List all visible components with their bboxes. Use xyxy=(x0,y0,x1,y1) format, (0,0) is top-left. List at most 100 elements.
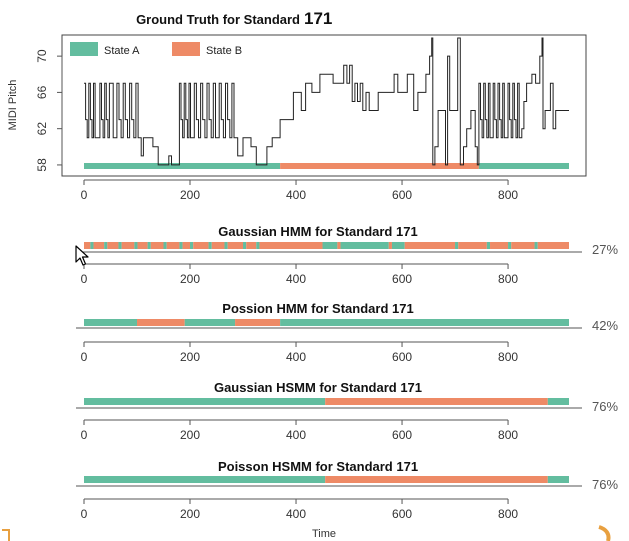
chart-title: Poisson HSMM for Standard 171 xyxy=(218,459,418,474)
corner-mark-left xyxy=(2,529,10,541)
x-tick-label: 400 xyxy=(286,350,306,364)
state-segment-b xyxy=(166,242,180,249)
state-segment-b xyxy=(107,242,119,249)
x-tick-label: 600 xyxy=(392,350,412,364)
x-tick-label: 0 xyxy=(81,188,88,202)
state-segment-b xyxy=(150,242,164,249)
legend: State A State B xyxy=(70,42,242,57)
state-segment-b xyxy=(235,319,281,326)
chart-title-number: 171 xyxy=(304,9,332,28)
state-segment-b xyxy=(511,242,535,249)
state-segment-a xyxy=(455,242,459,249)
x-tick-label: 800 xyxy=(498,428,518,442)
state-segment-b xyxy=(137,242,148,249)
x-tick-label: 600 xyxy=(392,507,412,521)
state-segment-b xyxy=(325,398,548,405)
x-tick-label: 400 xyxy=(286,428,306,442)
chart-title: Gaussian HSMM for Standard 171 xyxy=(214,380,422,395)
ground-truth-chart: Ground Truth for Standard 171 MIDI Pitch… xyxy=(7,9,587,202)
state-segment-a xyxy=(84,163,281,169)
y-tick-label: 58 xyxy=(35,158,49,172)
gaussian-hsmm-chart: Gaussian HSMM for Standard 171 76% 0 200 4… xyxy=(76,380,618,442)
state-segment-b xyxy=(93,242,105,249)
state-segment-a xyxy=(224,242,228,249)
state-segment-a xyxy=(90,242,94,249)
state-segment-b xyxy=(388,242,392,249)
state-segment-b xyxy=(193,242,209,249)
x-axis: 0 200 400 600 800 xyxy=(81,263,518,286)
state-segment-b xyxy=(280,163,479,169)
state-segment-b xyxy=(458,242,487,249)
accuracy-label: 42% xyxy=(592,318,618,333)
x-tick-label: 400 xyxy=(286,188,306,202)
state-segment-a xyxy=(547,398,569,405)
x-tick-label: 0 xyxy=(81,350,88,364)
state-segment-b xyxy=(337,242,341,249)
x-tick-label: 600 xyxy=(392,272,412,286)
x-axis-label: Time xyxy=(312,528,336,540)
state-segment-b xyxy=(137,319,185,326)
x-tick-label: 800 xyxy=(498,188,518,202)
y-tick-label: 70 xyxy=(35,49,49,63)
state-segment-a xyxy=(163,242,167,249)
x-tick-label: 800 xyxy=(498,507,518,521)
x-tick-label: 600 xyxy=(392,428,412,442)
state-segment-b xyxy=(227,242,244,249)
state-segment-a xyxy=(184,319,236,326)
x-tick-label: 200 xyxy=(180,428,200,442)
corner-mark-right xyxy=(598,525,611,541)
y-axis: 58 62 66 70 xyxy=(35,49,63,172)
state-segment-a xyxy=(84,476,326,483)
x-axis: 0 200 400 600 800 xyxy=(81,179,518,202)
state-segment-b xyxy=(211,242,225,249)
state-segment-b xyxy=(537,242,569,249)
state-segment-b xyxy=(182,242,191,249)
x-tick-label: 0 xyxy=(81,507,88,521)
state-segment-a xyxy=(508,242,512,249)
state-segment-a xyxy=(391,242,405,249)
accuracy-label: 76% xyxy=(592,477,618,492)
state-segment-a xyxy=(322,242,338,249)
state-bar xyxy=(84,242,569,249)
legend-swatch-state-b xyxy=(172,42,200,56)
x-tick-label: 200 xyxy=(180,350,200,364)
x-tick-label: 200 xyxy=(180,272,200,286)
accuracy-label: 76% xyxy=(592,399,618,414)
state-bar xyxy=(84,398,569,405)
legend-label-state-b: State B xyxy=(206,45,242,57)
x-tick-label: 200 xyxy=(180,507,200,521)
x-tick-label: 400 xyxy=(286,507,306,521)
x-tick-label: 0 xyxy=(81,272,88,286)
mouse-pointer-icon xyxy=(75,245,89,266)
state-segment-a xyxy=(547,476,569,483)
state-segment-b xyxy=(246,242,257,249)
state-segment-a xyxy=(118,242,122,249)
legend-label-state-a: State A xyxy=(104,45,140,57)
x-axis: 0 200 400 600 800 xyxy=(81,419,518,442)
y-tick-label: 62 xyxy=(35,122,49,136)
state-segment-a xyxy=(256,242,260,249)
state-segment-a xyxy=(280,319,569,326)
poisson-hmm-chart: Possion HMM for Standard 171 42% 0 200 400… xyxy=(76,301,618,364)
state-segment-b xyxy=(259,242,323,249)
state-segment-a xyxy=(534,242,538,249)
x-tick-label: 0 xyxy=(81,428,88,442)
state-segment-a xyxy=(147,242,151,249)
x-tick-label: 600 xyxy=(392,188,412,202)
y-axis-label: MIDI Pitch xyxy=(7,80,19,131)
plot-frame xyxy=(61,34,587,177)
pitch-line xyxy=(84,37,569,166)
state-segment-b xyxy=(404,242,456,249)
state-segment-a xyxy=(84,319,138,326)
state-segment-b xyxy=(490,242,509,249)
state-segment-a xyxy=(179,242,183,249)
state-segment-a xyxy=(134,242,138,249)
poisson-hsmm-chart: Poisson HSMM for Standard 171 76% 0 200 40… xyxy=(76,459,618,540)
state-segment-a xyxy=(190,242,194,249)
state-segment-b xyxy=(325,476,548,483)
state-bar xyxy=(84,319,569,326)
state-bar xyxy=(84,163,569,169)
state-bar xyxy=(84,476,569,483)
gaussian-hmm-chart: Gaussian HMM for Standard 171 27% 0 200 40… xyxy=(76,224,618,286)
